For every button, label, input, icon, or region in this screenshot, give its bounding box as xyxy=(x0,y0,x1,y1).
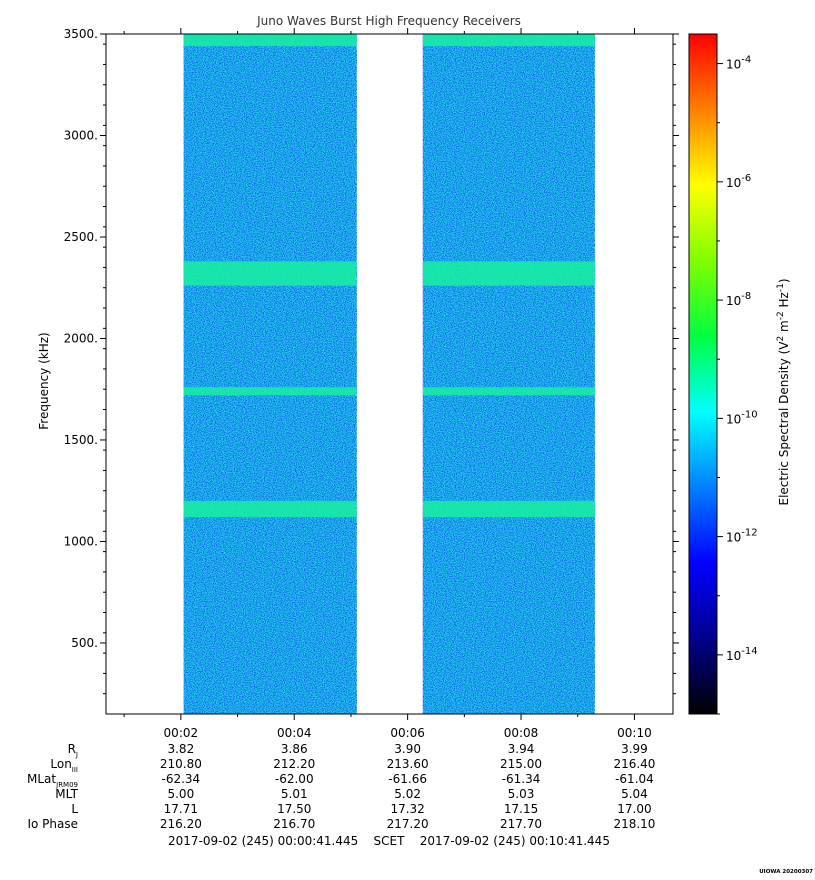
colorbar-label: Electric Spectral Density (V2 m-2 Hz-1) xyxy=(776,278,791,505)
spectrogram-data xyxy=(183,34,595,714)
ephemeris-value: 5.01 xyxy=(281,787,308,801)
y-tick-label: 1000. xyxy=(64,534,98,548)
y-axis: 3500. 3000. 2500. 2000. 1500. 1000. 500. xyxy=(64,27,679,695)
ephemeris-value: 215.00 xyxy=(500,757,542,771)
plot-area: 3500. 3000. 2500. 2000. 1500. 1000. 500. 00:02… xyxy=(64,27,679,740)
emission-band xyxy=(183,261,357,286)
colorbar-tick-label: 10-4 xyxy=(726,55,751,72)
data-interval xyxy=(422,34,595,714)
time-range: 2017-09-02 (245) 00:00:41.445 SCET 2017-… xyxy=(168,834,610,848)
colorbar-tick-label: 10-14 xyxy=(726,646,758,663)
colorbar-label-text: Electric Spectral Density xyxy=(777,358,791,505)
ephemeris-value: 5.02 xyxy=(394,787,421,801)
ephemeris-value: -62.00 xyxy=(275,772,314,786)
ephemeris-value: 17.00 xyxy=(617,802,651,816)
colorbar-label-sup: -2 xyxy=(776,311,786,320)
colorbar-label-sup: 2 xyxy=(776,336,786,342)
ephemeris-value: 3.90 xyxy=(394,742,421,756)
ephemeris-value: 3.86 xyxy=(281,742,308,756)
colorbar-tick-label: 10-8 xyxy=(726,291,751,308)
ephemeris-value: 216.40 xyxy=(613,757,655,771)
ephemeris-row-label: L xyxy=(71,802,78,816)
ephemeris-value: -61.04 xyxy=(615,772,654,786)
ephemeris-value: -62.34 xyxy=(162,772,201,786)
ephemeris-value: 218.10 xyxy=(613,817,655,831)
ephemeris-value: 17.32 xyxy=(390,802,424,816)
ephemeris-value: 5.04 xyxy=(621,787,648,801)
x-tick-label: 00:02 xyxy=(164,726,199,740)
ephemeris-row-label: Io Phase xyxy=(27,817,78,831)
x-tick-label: 00:04 xyxy=(277,726,312,740)
y-tick-label: 3000. xyxy=(64,128,98,142)
y-tick-label: 3500. xyxy=(64,27,98,41)
y-tick-label: 1500. xyxy=(64,433,98,447)
emission-band xyxy=(183,387,357,396)
emission-band xyxy=(183,34,357,47)
chart-title: Juno Waves Burst High Frequency Receiver… xyxy=(256,14,521,28)
ephemeris-row-label: MLT xyxy=(55,787,78,801)
x-axis: 00:02 00:04 00:06 00:08 00:10 xyxy=(123,28,652,740)
spectrogram-noise xyxy=(183,34,357,714)
colorbar-label-sup: -1 xyxy=(776,283,786,292)
y-tick-label: 2000. xyxy=(64,331,98,345)
x-tick-label: 00:10 xyxy=(617,726,652,740)
ephemeris-value: -61.34 xyxy=(502,772,541,786)
ephemeris-row-label: RJ xyxy=(68,742,78,759)
colorbar-label-unit: m xyxy=(777,320,791,336)
x-tick-label: 00:08 xyxy=(504,726,539,740)
emission-band xyxy=(422,34,595,47)
ephemeris-value: 212.20 xyxy=(273,757,315,771)
ephemeris-value: -61.66 xyxy=(388,772,427,786)
ephemeris-value: 17.71 xyxy=(164,802,198,816)
colorbar-ticks: 10-4 10-6 10-8 10-10 10-12 10-14 xyxy=(717,55,758,715)
colorbar-tick-label: 10-10 xyxy=(726,409,758,426)
colorbar-label-unit: ) xyxy=(777,278,791,283)
credit-label: UIOWA 20200307 xyxy=(759,869,813,875)
ephemeris-value: 216.20 xyxy=(160,817,202,831)
ephemeris-value: 217.20 xyxy=(387,817,429,831)
ephemeris-value: 3.82 xyxy=(167,742,194,756)
data-interval xyxy=(183,34,357,714)
colorbar-tick-label: 10-12 xyxy=(726,528,758,545)
ephemeris-row-label: MLatJRM09 xyxy=(27,772,78,789)
y-axis-label: Frequency (kHz) xyxy=(37,332,51,429)
spectrogram-noise xyxy=(422,34,595,714)
colorbar-gradient xyxy=(688,33,718,715)
ephemeris-value: 5.00 xyxy=(167,787,194,801)
ephemeris-value: 5.03 xyxy=(508,787,535,801)
emission-band xyxy=(422,261,595,286)
ephemeris-value: 3.99 xyxy=(621,742,648,756)
colorbar-label-unit: (V xyxy=(777,341,791,355)
ephemeris-value: 216.70 xyxy=(273,817,315,831)
ephemeris-row-label: LonIII xyxy=(50,757,78,774)
ephemeris-value: 3.94 xyxy=(508,742,535,756)
emission-band xyxy=(422,387,595,396)
y-tick-label: 2500. xyxy=(64,230,98,244)
ephemeris-value: 213.60 xyxy=(387,757,429,771)
ephemeris-value: 17.50 xyxy=(277,802,311,816)
ephemeris-table: RJ 3.82 3.86 3.90 3.94 3.99 LonIII 210.80 212.20… xyxy=(27,742,655,831)
emission-band xyxy=(422,500,595,518)
x-tick-label: 00:06 xyxy=(390,726,425,740)
colorbar-label-unit: Hz xyxy=(777,292,791,311)
ephemeris-value: 210.80 xyxy=(160,757,202,771)
ephemeris-value: 217.70 xyxy=(500,817,542,831)
emission-band xyxy=(183,500,357,518)
colorbar-tick-label: 10-6 xyxy=(726,173,751,190)
ephemeris-value: 17.15 xyxy=(504,802,538,816)
plot-frame xyxy=(105,33,674,715)
colorbar: 10-4 10-6 10-8 10-10 10-12 10-14 Electric Spe… xyxy=(688,33,791,715)
y-tick-label: 500. xyxy=(71,636,98,650)
